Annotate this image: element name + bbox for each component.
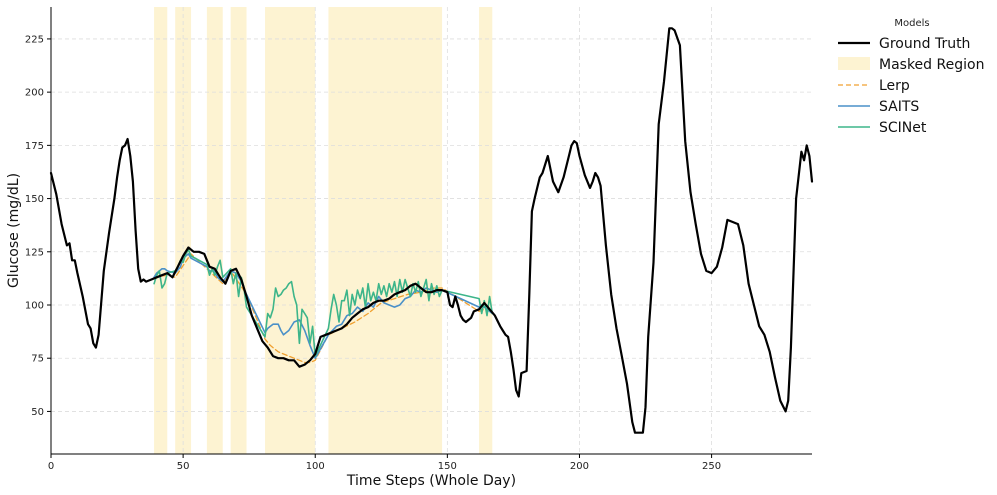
x-axis-label: Time Steps (Whole Day): [346, 473, 516, 489]
series-line-lerp: [153, 253, 493, 364]
y-axis-label: Glucose (mg/dL): [6, 173, 22, 288]
y-tick-label-200: 200: [25, 88, 44, 99]
x-tick-label-50: 50: [177, 461, 190, 472]
y-tick-label-175: 175: [25, 141, 44, 152]
masked-region-3: [230, 7, 247, 454]
legend-label-scinet: SCINet: [879, 120, 927, 136]
masked-region-2: [206, 7, 223, 454]
y-tick-label-225: 225: [25, 34, 44, 45]
series-line-saits: [153, 253, 494, 360]
y-tick-label-125: 125: [25, 247, 44, 258]
legend-label-saits: SAITS: [879, 99, 919, 115]
legend-label-masked-region: Masked Region: [879, 57, 984, 73]
y-tick-label-100: 100: [25, 301, 44, 312]
masked-region-4: [265, 7, 316, 454]
x-tick-label-250: 250: [702, 461, 721, 472]
legend-swatch-masked-region: [838, 57, 870, 70]
x-tick-label-150: 150: [438, 461, 457, 472]
legend-label-lerp: Lerp: [879, 78, 910, 94]
x-tick-label-100: 100: [306, 461, 325, 472]
series-lines: [49, 27, 814, 434]
y-tick-label-75: 75: [31, 354, 44, 365]
axes: [50, 7, 812, 455]
legend: Models Ground Truth Masked Region Lerp SAIT…: [838, 18, 984, 136]
y-tick-label-150: 150: [25, 194, 44, 205]
masked-region-1: [175, 7, 192, 454]
masked-region-0: [154, 7, 168, 454]
y-axis-ticks: 50 75 100 125 150 175 200 225: [25, 34, 51, 418]
legend-label-ground-truth: Ground Truth: [879, 36, 970, 52]
x-tick-label-0: 0: [48, 461, 54, 472]
x-axis-ticks: 0 50 100 150 200 250: [48, 454, 721, 472]
x-tick-label-200: 200: [570, 461, 589, 472]
masked-region-5: [328, 7, 443, 454]
y-tick-label-50: 50: [31, 407, 44, 418]
grid-lines: [50, 7, 812, 454]
series-line-scinet: [153, 248, 494, 357]
masked-region-6: [479, 7, 493, 454]
legend-title: Models: [894, 18, 929, 29]
masked-regions: [154, 7, 493, 454]
series-line-ground-truth: [49, 27, 814, 434]
